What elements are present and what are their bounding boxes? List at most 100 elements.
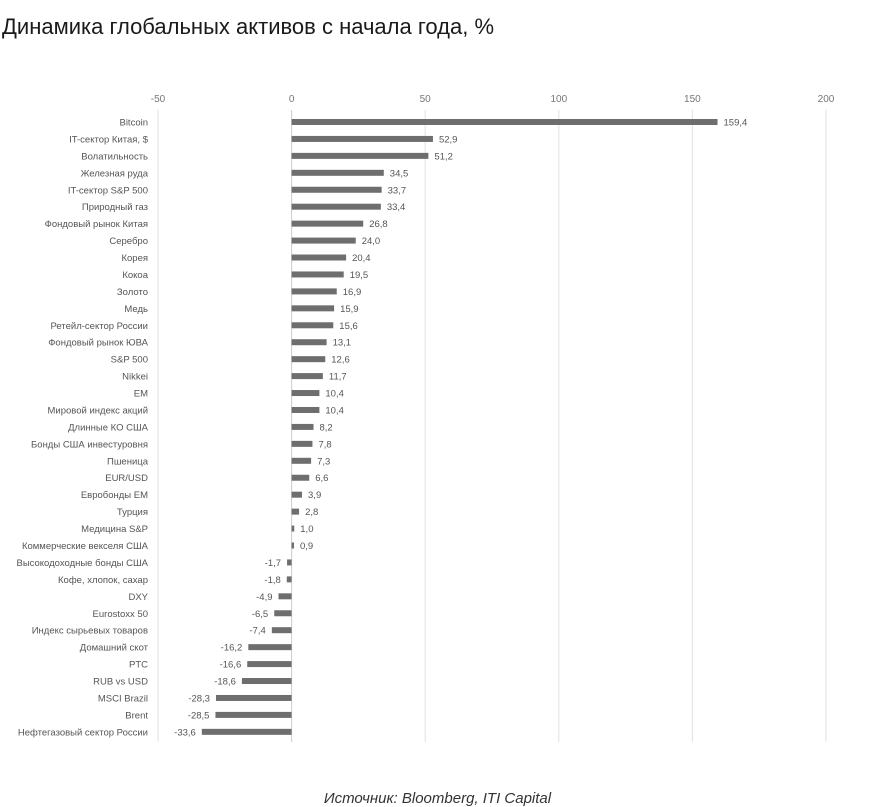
bar [291, 373, 323, 380]
bar [291, 169, 384, 176]
bar [274, 610, 292, 617]
data-label: 12,6 [331, 355, 350, 366]
data-label: 20,4 [352, 253, 371, 264]
data-label: -28,3 [188, 693, 210, 704]
bar [201, 728, 292, 735]
bar [291, 203, 381, 210]
bar [291, 237, 356, 244]
data-label: 13,1 [333, 338, 352, 349]
data-label: -33,6 [174, 727, 196, 738]
x-tick-label: 150 [684, 94, 701, 105]
data-label: 33,7 [388, 185, 407, 196]
bar [271, 627, 292, 634]
bar [291, 220, 364, 227]
data-label: 6,6 [315, 473, 328, 484]
category-label: PTC [129, 660, 148, 671]
bar [291, 474, 310, 481]
category-label: Нефтегазовый сектор России [18, 727, 148, 738]
category-label: Пшеница [107, 456, 149, 467]
bar [291, 542, 295, 549]
category-label: Медь [124, 304, 148, 315]
data-label: -16,2 [221, 643, 243, 654]
category-label: Ретейл-сектор России [51, 321, 149, 332]
data-label: 10,4 [325, 389, 344, 400]
category-label: Индекс сырьевых товаров [32, 626, 148, 637]
data-label: -1,8 [264, 575, 280, 586]
data-label: 159,4 [724, 118, 748, 129]
category-label: Nikkei [122, 372, 148, 383]
category-label: Домашний скот [80, 643, 149, 654]
category-label: RUB vs USD [93, 677, 148, 688]
data-label: 3,9 [308, 490, 321, 501]
bar [291, 135, 433, 142]
category-label: Коммерческие векселя США [22, 541, 149, 552]
bar [291, 406, 320, 413]
bar [278, 593, 292, 600]
bar [291, 186, 382, 193]
category-label: Кокоа [122, 270, 148, 281]
data-label: 34,5 [390, 168, 409, 179]
data-label: 15,6 [339, 321, 358, 332]
data-label: 19,5 [350, 270, 369, 281]
x-tick-label: 100 [550, 94, 567, 105]
data-label: 15,9 [340, 304, 359, 315]
category-label: Длинные КО США [68, 422, 149, 433]
bar [291, 390, 320, 397]
category-label: Медицина S&P [81, 524, 148, 535]
data-label: -16,6 [220, 660, 242, 671]
data-label: 52,9 [439, 134, 458, 145]
data-label: 2,8 [305, 507, 318, 518]
bar [248, 644, 292, 651]
bar [291, 119, 718, 125]
category-label: Турция [117, 507, 148, 518]
data-label: -28,5 [188, 710, 210, 721]
source-caption: Источник: Bloomberg, ITI Capital [323, 790, 552, 807]
category-label: Высокодоходные бонды США [16, 558, 148, 569]
data-label: -6,5 [252, 609, 268, 620]
bar [215, 711, 292, 718]
data-label: 0,9 [300, 541, 313, 552]
data-label: -4,9 [256, 592, 272, 603]
category-label: Железная руда [81, 168, 149, 179]
data-label: 7,8 [318, 439, 331, 450]
category-label: Волатильность [81, 151, 148, 162]
data-label: -18,6 [214, 677, 236, 688]
category-label: IT-сектор Китая, $ [69, 134, 149, 145]
category-label: MSCI Brazil [98, 693, 148, 704]
category-label: IT-сектор S&P 500 [68, 185, 148, 196]
data-label: 33,4 [387, 202, 406, 213]
category-label: Бонды США инвестуровня [31, 439, 148, 450]
category-label: EM [134, 389, 148, 400]
bar [291, 356, 326, 363]
bar [291, 440, 313, 447]
data-label: 10,4 [325, 405, 344, 416]
data-label: 24,0 [362, 236, 381, 247]
bar [291, 254, 347, 261]
x-tick-label: -50 [151, 94, 166, 105]
category-label: Золото [117, 287, 148, 298]
bar [291, 271, 344, 278]
category-label: Корея [121, 253, 148, 264]
category-label: Eurostoxx 50 [93, 609, 148, 620]
category-label: DXY [128, 592, 148, 603]
bar [241, 678, 292, 685]
data-label: 26,8 [369, 219, 388, 230]
data-label: 1,0 [300, 524, 313, 535]
x-tick-label: 200 [818, 94, 835, 105]
x-tick-label: 50 [420, 94, 432, 105]
bar [291, 288, 337, 295]
category-label: EUR/USD [105, 473, 148, 484]
x-tick-label: 0 [289, 94, 295, 105]
category-label: Bitcoin [119, 118, 148, 129]
category-label: Фондовый рынок ЮВА [48, 338, 148, 349]
bar [291, 508, 300, 515]
bar [291, 491, 303, 498]
category-label: Серебро [109, 236, 148, 247]
bar [215, 694, 292, 701]
data-label: 51,2 [434, 151, 453, 162]
category-label: Евробонды EM [81, 490, 148, 501]
category-label: Мировой индекс акций [48, 405, 148, 416]
bar [291, 457, 312, 464]
data-label: 7,3 [317, 456, 330, 467]
